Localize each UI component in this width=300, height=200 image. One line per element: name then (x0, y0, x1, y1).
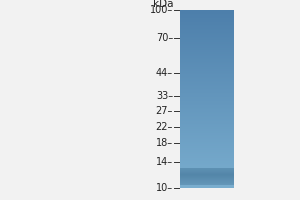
Text: 33–: 33– (156, 91, 173, 101)
Text: 27–: 27– (156, 106, 173, 116)
Text: 22–: 22– (156, 122, 173, 132)
Text: 18–: 18– (156, 138, 173, 148)
Text: 14–: 14– (156, 157, 173, 167)
Text: 100–: 100– (150, 5, 173, 15)
Text: 70–: 70– (156, 33, 173, 43)
Text: 44–: 44– (156, 68, 173, 78)
Text: 10–: 10– (156, 183, 173, 193)
Text: kDa: kDa (152, 0, 173, 9)
